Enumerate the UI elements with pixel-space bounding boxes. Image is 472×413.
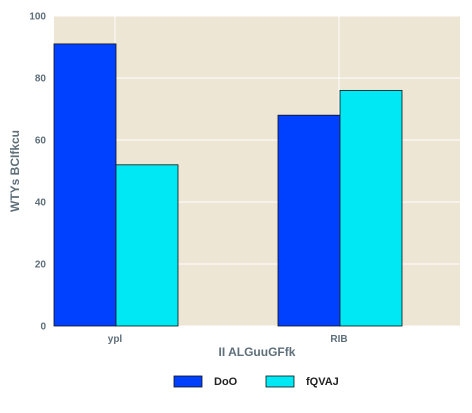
x-tick-label: RIB bbox=[330, 334, 347, 345]
y-axis-title: WTYs BCIfkcu bbox=[8, 130, 22, 212]
x-tick-labels: ypl RIB bbox=[108, 334, 348, 345]
legend: DoO fQVAJ bbox=[173, 375, 339, 388]
legend-item-fqvaj: fQVAJ bbox=[265, 375, 339, 388]
bars bbox=[53, 43, 403, 327]
y-tick-label: 0 bbox=[40, 322, 46, 333]
x-tick-label: ypl bbox=[108, 334, 123, 345]
bar-doo-rib bbox=[277, 114, 341, 327]
y-tick-label: 60 bbox=[35, 136, 47, 147]
y-tick-labels: 0 20 40 60 80 100 bbox=[29, 12, 46, 333]
legend-swatch bbox=[173, 375, 203, 388]
y-tick-label: 80 bbox=[35, 74, 47, 85]
y-tick-label: 20 bbox=[35, 260, 47, 271]
legend-label: fQVAJ bbox=[306, 376, 339, 388]
x-axis-title: II ALGuuGFfk bbox=[219, 345, 296, 359]
y-tick-label: 40 bbox=[35, 198, 47, 209]
legend-swatch bbox=[265, 375, 295, 388]
y-tick-label: 100 bbox=[29, 12, 46, 23]
bar-fqvaj-rib bbox=[339, 90, 403, 327]
legend-item-doo: DoO bbox=[173, 375, 238, 388]
bar-doo-ypl bbox=[53, 43, 117, 327]
bar-fqvaj-ypl bbox=[115, 164, 179, 327]
legend-label: DoO bbox=[214, 376, 238, 388]
